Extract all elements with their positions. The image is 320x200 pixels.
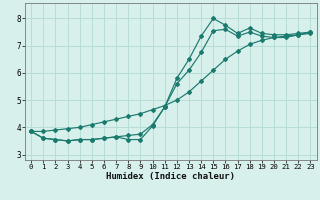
X-axis label: Humidex (Indice chaleur): Humidex (Indice chaleur) — [106, 172, 235, 181]
